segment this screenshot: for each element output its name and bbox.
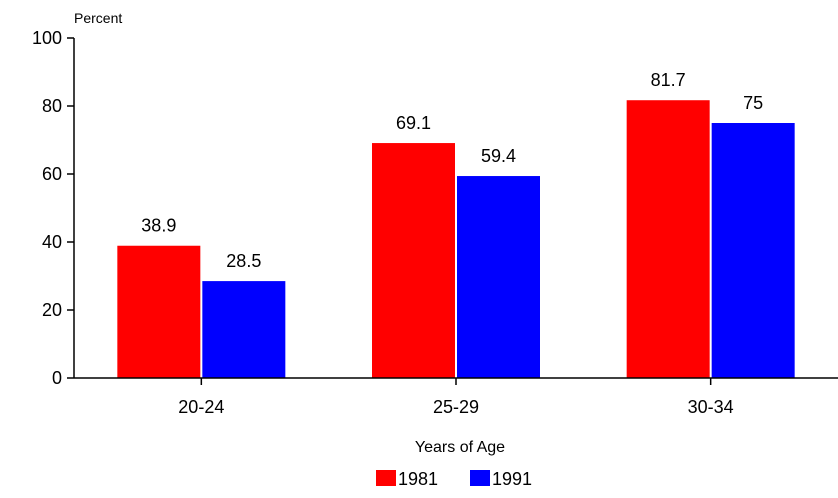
legend-label: 1991	[492, 469, 532, 489]
legend-swatch-1981	[376, 470, 396, 486]
y-tick-label: 40	[42, 232, 62, 252]
data-label: 38.9	[141, 216, 176, 236]
data-label: 59.4	[481, 146, 516, 166]
bar-1991-25-29	[457, 176, 540, 378]
x-axis-title: Years of Age	[415, 439, 505, 456]
legend-swatch-1991	[470, 470, 490, 486]
data-label: 75	[743, 93, 763, 113]
y-tick-label: 20	[42, 300, 62, 320]
bar-1981-30-34	[626, 100, 710, 378]
legend: 1981 1991	[376, 469, 532, 489]
x-axis: 20-24 25-29 30-34	[74, 377, 838, 417]
data-label: 28.5	[226, 251, 261, 271]
x-tick-label: 30-34	[688, 397, 734, 417]
x-tick-label: 25-29	[433, 397, 479, 417]
y-tick-label: 100	[32, 28, 62, 48]
y-axis: 0 20 40 60 80 100	[32, 28, 75, 388]
data-label: 81.7	[651, 70, 686, 90]
bar-1991-20-24	[202, 281, 286, 378]
x-tick-label: 20-24	[178, 397, 224, 417]
y-tick-label: 80	[42, 96, 62, 116]
bars: 38.9 28.5 69.1 59.4 81.7 75	[117, 70, 795, 378]
legend-label: 1981	[398, 469, 438, 489]
bar-1981-20-24	[117, 245, 201, 378]
bar-1981-25-29	[372, 143, 455, 378]
y-tick-label: 60	[42, 164, 62, 184]
bar-1991-30-34	[711, 123, 795, 378]
y-tick-label: 0	[52, 368, 62, 388]
y-axis-title: Percent	[74, 10, 122, 26]
data-label: 69.1	[396, 113, 431, 133]
